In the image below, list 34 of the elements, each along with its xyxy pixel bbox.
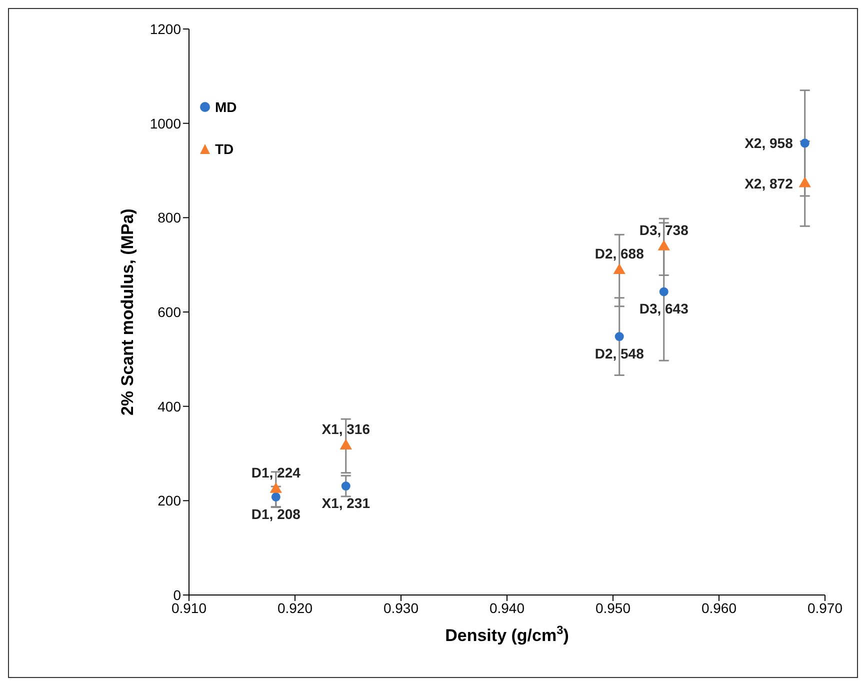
legend-label: MD xyxy=(215,99,237,115)
y-axis-title: 2% Scant modulus, (MPa) xyxy=(118,208,137,416)
point xyxy=(271,492,280,502)
y-tick-label: 400 xyxy=(158,398,182,414)
point xyxy=(659,287,668,296)
annotation: X2, 872 xyxy=(744,176,794,192)
point xyxy=(340,438,352,450)
legend-label: TD xyxy=(215,141,234,157)
annotation: X1, 316 xyxy=(322,420,370,437)
point xyxy=(614,332,624,342)
y-tick-label: 200 xyxy=(158,492,182,509)
x-tick-label: 0.940 xyxy=(489,600,525,616)
point xyxy=(798,176,811,188)
point xyxy=(658,240,670,250)
x-tick-label: 0.930 xyxy=(383,600,419,616)
y-tick-label: 800 xyxy=(158,210,182,226)
y-tick-label: 1200 xyxy=(150,20,182,37)
annotation: X1, 231 xyxy=(322,494,370,511)
point xyxy=(341,482,350,491)
annotation: D2, 688 xyxy=(594,245,644,262)
x-tick-label: 0.920 xyxy=(277,600,313,616)
point xyxy=(613,263,626,274)
y-tick-label: 1000 xyxy=(150,115,182,132)
annotation: D3, 643 xyxy=(639,300,689,317)
x-tick-label: 0.950 xyxy=(595,600,631,616)
annotation: D3, 738 xyxy=(639,222,689,238)
y-tick-label: 600 xyxy=(158,304,182,320)
annotation: D1, 208 xyxy=(251,506,301,522)
x-tick-label: 0.970 xyxy=(807,600,843,616)
annotation: D2, 548 xyxy=(594,345,644,362)
annotation: D1, 224 xyxy=(251,464,301,480)
annotation: X2, 958 xyxy=(744,135,794,152)
x-axis-title: Density (g/cm$^{3}$) xyxy=(445,623,569,645)
x-tick-label: 0.960 xyxy=(701,600,737,616)
